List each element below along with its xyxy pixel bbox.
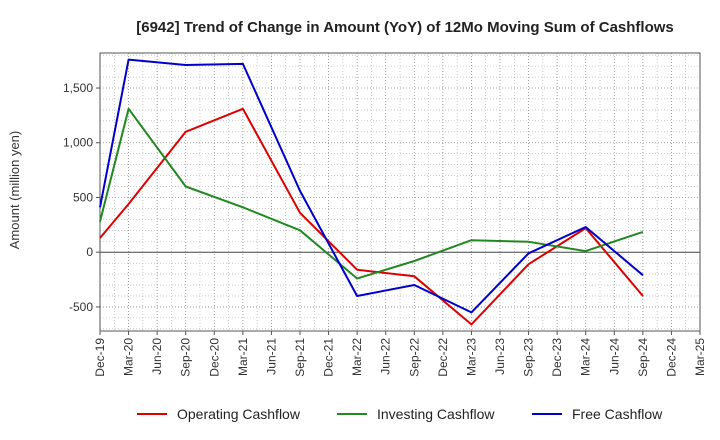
y-axis-label: Amount (million yen) [7, 131, 22, 250]
chart-title: [6942] Trend of Change in Amount (YoY) o… [136, 19, 674, 36]
x-tick-label: Mar-25 [693, 338, 707, 376]
x-tick-label: Jun-21 [264, 338, 278, 375]
x-tick-label: Dec-24 [664, 338, 678, 377]
x-tick-label: Mar-21 [236, 338, 250, 376]
x-tick-label: Sep-23 [522, 338, 536, 377]
plot-frame [99, 52, 701, 332]
plot-area: -500 0 500 1,000 1,500 Dec-19 Mar-20 Jun-20 Sep-… [63, 52, 707, 377]
series-line-free-cashflow [99, 58, 644, 314]
legend-label-operating-cashflow: Operating Cashflow [177, 406, 301, 422]
x-tick-label: Dec-21 [322, 338, 336, 377]
x-tick-label: Mar-23 [464, 338, 478, 376]
y-tick-label: 0 [86, 245, 93, 259]
x-tick-label: Mar-22 [350, 338, 364, 376]
x-tick-label: Sep-20 [179, 338, 193, 377]
x-tick-label: Dec-20 [207, 338, 221, 377]
legend-label-investing-cashflow: Investing Cashflow [377, 406, 495, 422]
series-line-operating-cashflow [99, 107, 644, 326]
x-tick-label: Sep-24 [636, 338, 650, 377]
legend: Operating Cashflow Investing Cashflow Free… [137, 406, 663, 422]
y-tick-label: 1,000 [63, 136, 93, 150]
x-tick-label: Jun-20 [150, 338, 164, 375]
x-tick-label: Sep-22 [407, 338, 421, 377]
y-tick-label: -500 [69, 300, 93, 314]
x-tick-label: Sep-21 [293, 338, 307, 377]
y-tick-label: 500 [73, 190, 93, 204]
x-tick-label: Jun-23 [493, 338, 507, 375]
y-tick-label: 1,500 [63, 81, 93, 95]
x-tick-label: Dec-23 [550, 338, 564, 377]
x-tick-label: Jun-24 [607, 338, 621, 375]
x-tick-label: Mar-24 [579, 338, 593, 376]
legend-label-free-cashflow: Free Cashflow [572, 406, 663, 422]
x-tick-label: Dec-22 [436, 338, 450, 377]
x-tick-label: Mar-20 [122, 338, 136, 376]
x-tick-label: Dec-19 [93, 338, 107, 377]
x-tick-label: Jun-22 [379, 338, 393, 375]
